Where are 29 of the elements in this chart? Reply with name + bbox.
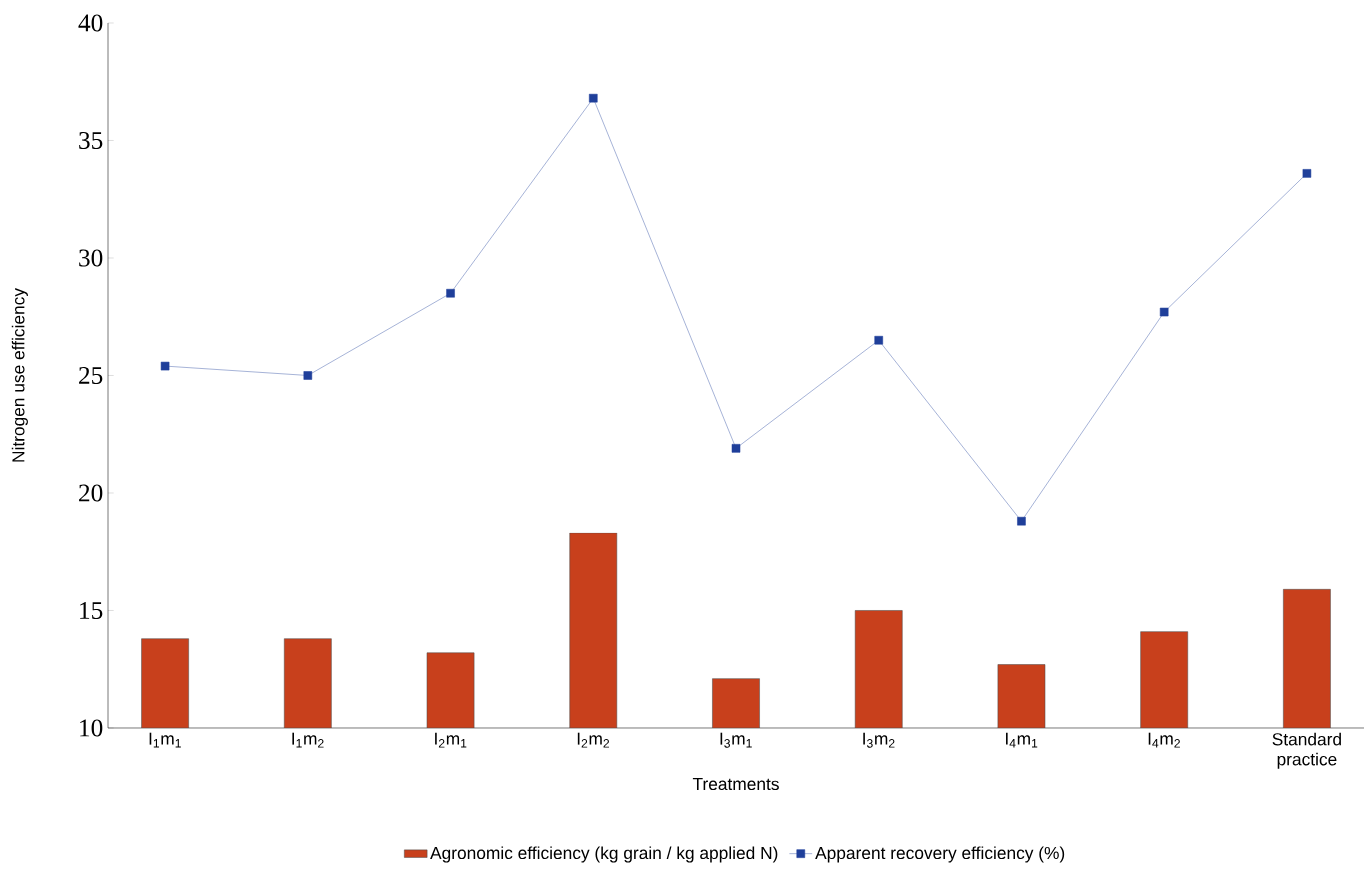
point — [303, 371, 313, 380]
point — [1159, 307, 1169, 317]
point — [874, 335, 883, 345]
y-tick-label: 30 — [79, 249, 103, 267]
x-tick-label: I$_{1}$m$_{1}$ — [149, 732, 181, 748]
x-axis-title: Treatments — [692, 778, 779, 791]
legend-label: Apparent recovery efficiency (%) — [815, 846, 1065, 863]
point — [446, 288, 455, 298]
point — [731, 444, 741, 453]
point — [1302, 169, 1312, 178]
y-tick-label: 15 — [80, 602, 103, 619]
y-tick-label: 40 — [78, 14, 103, 32]
x-tick-label: I$_{2}$m$_{1}$ — [435, 732, 467, 748]
legend-label: Agronomic efficiency (kg grain / kg applied N) — [430, 846, 778, 863]
y-tick-label: 25 — [79, 366, 103, 384]
y-tick-label: 10 — [80, 719, 103, 737]
x-tick-label: I$_{4}$m$_{2}$ — [1148, 732, 1180, 748]
point — [1017, 516, 1026, 526]
y-tick-label: 35 — [79, 131, 103, 149]
x-tick-label: I$_{2}$m$_{2}$ — [577, 732, 610, 748]
x-tick-label: I$_{4}$m$_{1}$ — [1006, 732, 1038, 748]
point — [160, 361, 170, 371]
y-tick-label: 20 — [79, 484, 103, 502]
x-tick-label: I$_{3}$m$_{2}$ — [863, 732, 895, 748]
y-axis-title: Nitrogen use efficiency — [11, 288, 28, 462]
x-tick-label: I$_{3}$m$_{1}$ — [720, 732, 752, 748]
point — [589, 93, 598, 103]
x-tick-label: Standard practice — [1272, 732, 1341, 769]
x-tick-label: I$_{1}$m$_{2}$ — [292, 732, 324, 748]
